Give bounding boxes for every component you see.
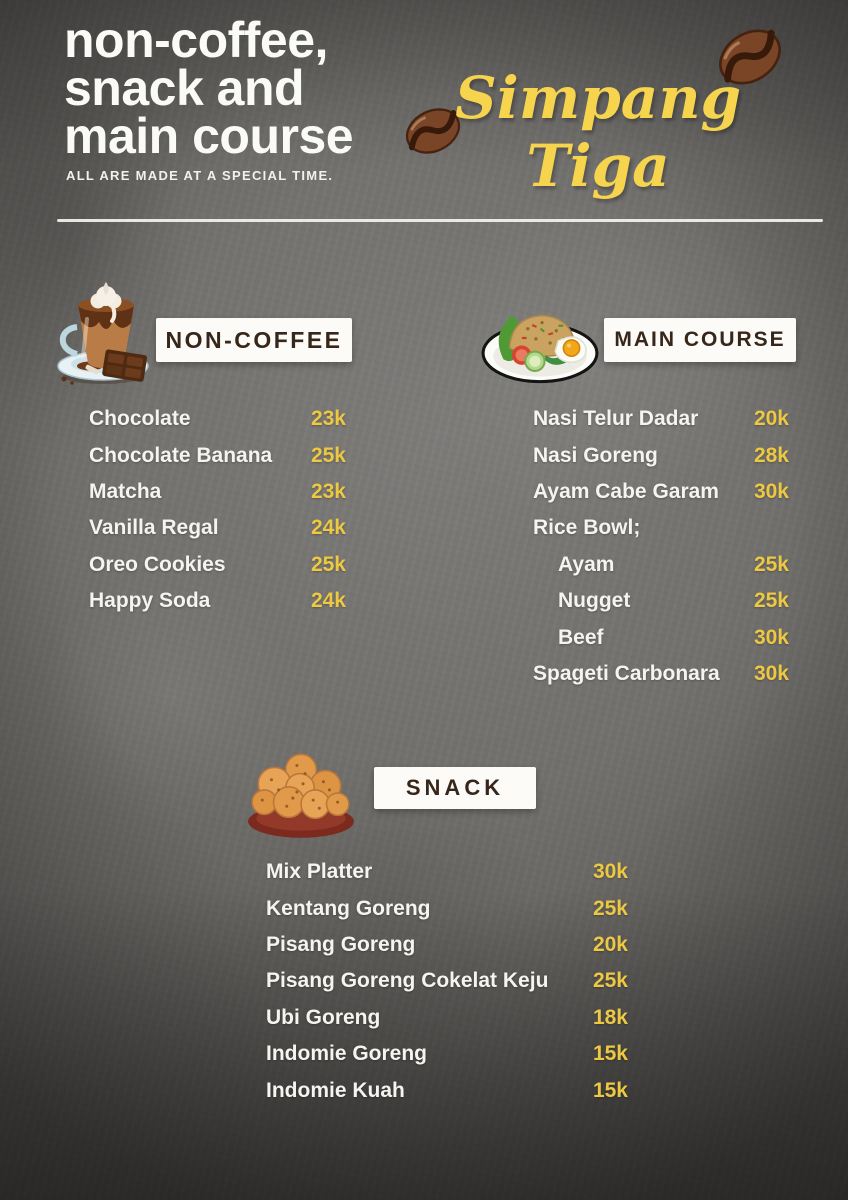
item-name: Oreo Cookies [89, 552, 226, 576]
item-price: 25k [753, 552, 789, 576]
page-title: non-coffee, snack and main course [64, 12, 494, 164]
item-price: 15k [592, 1078, 628, 1102]
item-name: Ayam [558, 552, 615, 576]
menu-item-row: Indomie Kuah 15k [266, 1072, 628, 1108]
menu-item-row: Happy Soda 24k [89, 583, 346, 619]
item-name: Indomie Kuah [266, 1078, 405, 1102]
header-divider [57, 219, 823, 222]
item-price: 30k [753, 625, 789, 649]
hot-chocolate-cup-icon [57, 282, 149, 385]
item-name: Chocolate [89, 407, 191, 431]
item-name: Mix Platter [266, 860, 373, 884]
menu-item-row: Ubi Goreng 18k [266, 1000, 628, 1036]
non-coffee-list: Chocolate 23k Chocolate Banana 25k Matcha 2… [89, 401, 346, 619]
item-name: Chocolate Banana [89, 443, 273, 467]
menu-item-row: Nasi Goreng 28k [533, 437, 789, 473]
item-name: Indomie Goreng [266, 1042, 428, 1066]
title-line-1: non-coffee, [64, 12, 328, 68]
section-header-main-course: MAIN COURSE [604, 318, 796, 362]
item-price: 28k [753, 443, 789, 467]
item-name: Nasi Telur Dadar [533, 407, 699, 431]
item-price: 25k [592, 969, 628, 993]
item-price: 25k [310, 552, 346, 576]
item-name: Ubi Goreng [266, 1005, 381, 1029]
item-name: Nugget [558, 589, 631, 613]
item-price: 25k [592, 896, 628, 920]
item-price: 25k [753, 589, 789, 613]
item-name: Rice Bowl; [533, 516, 641, 540]
menu-item-row: Indomie Goreng 15k [266, 1036, 628, 1072]
item-name: Happy Soda [89, 589, 211, 613]
item-name: Vanilla Regal [89, 516, 219, 540]
menu-item-row: Pisang Goreng 20k [266, 927, 628, 963]
menu-item-row: Kentang Goreng 25k [266, 890, 628, 926]
fried-snack-plate-icon [248, 753, 354, 838]
menu-item-row: Ayam Cabe Garam 30k [533, 474, 789, 510]
tagline: ALL ARE MADE AT A SPECIAL TIME. [66, 168, 334, 183]
menu-item-row: Mix Platter 30k [266, 854, 628, 890]
item-price: 20k [753, 407, 789, 431]
coffee-bean-icon [719, 29, 781, 85]
brand-name: Simpang Tiga [454, 64, 742, 200]
item-price: 24k [310, 516, 346, 540]
menu-item-row: Oreo Cookies 25k [89, 547, 346, 583]
item-price: 18k [592, 1005, 628, 1029]
menu-item-row: Nugget 25k [533, 583, 789, 619]
section-header-non-coffee: NON-COFFEE [156, 318, 352, 362]
item-name: Beef [558, 625, 604, 649]
item-name: Matcha [89, 479, 162, 503]
menu-item-row: Spageti Carbonara 30k [533, 656, 789, 692]
item-price: 30k [753, 479, 789, 503]
menu-item-row: Nasi Telur Dadar 20k [533, 401, 789, 437]
menu-item-row: Chocolate Banana 25k [89, 437, 346, 473]
item-name: Pisang Goreng Cokelat Keju [266, 969, 549, 993]
menu-item-row: Rice Bowl; [533, 510, 789, 546]
item-name: Kentang Goreng [266, 896, 431, 920]
item-price: 23k [310, 407, 346, 431]
item-name: Pisang Goreng [266, 932, 416, 956]
menu-item-row: Pisang Goreng Cokelat Keju 25k [266, 963, 628, 999]
title-line-3: main course [64, 108, 354, 164]
item-price: 23k [310, 479, 346, 503]
item-name: Nasi Goreng [533, 443, 658, 467]
main-course-list: Nasi Telur Dadar 20k Nasi Goreng 28k Ayam … [533, 401, 789, 692]
section-header-snack: SNACK [374, 767, 536, 809]
item-name: Spageti Carbonara [533, 661, 720, 685]
item-price: 25k [310, 443, 346, 467]
menu-item-row: Matcha 23k [89, 474, 346, 510]
item-price: 30k [592, 860, 628, 884]
item-price: 15k [592, 1042, 628, 1066]
item-name: Ayam Cabe Garam [533, 479, 719, 503]
item-price: 30k [753, 661, 789, 685]
item-price: 24k [310, 589, 346, 613]
snack-list: Mix Platter 30k Kentang Goreng 25k Pisang … [266, 854, 628, 1109]
item-price: 20k [592, 932, 628, 956]
menu-item-row: Vanilla Regal 24k [89, 510, 346, 546]
menu-item-row: Beef 30k [533, 619, 789, 655]
coffee-bean-icon [405, 108, 461, 154]
title-line-2: snack and [64, 60, 305, 116]
fried-rice-plate-icon [481, 314, 599, 384]
menu-item-row: Chocolate 23k [89, 401, 346, 437]
menu-item-row: Ayam 25k [533, 547, 789, 583]
